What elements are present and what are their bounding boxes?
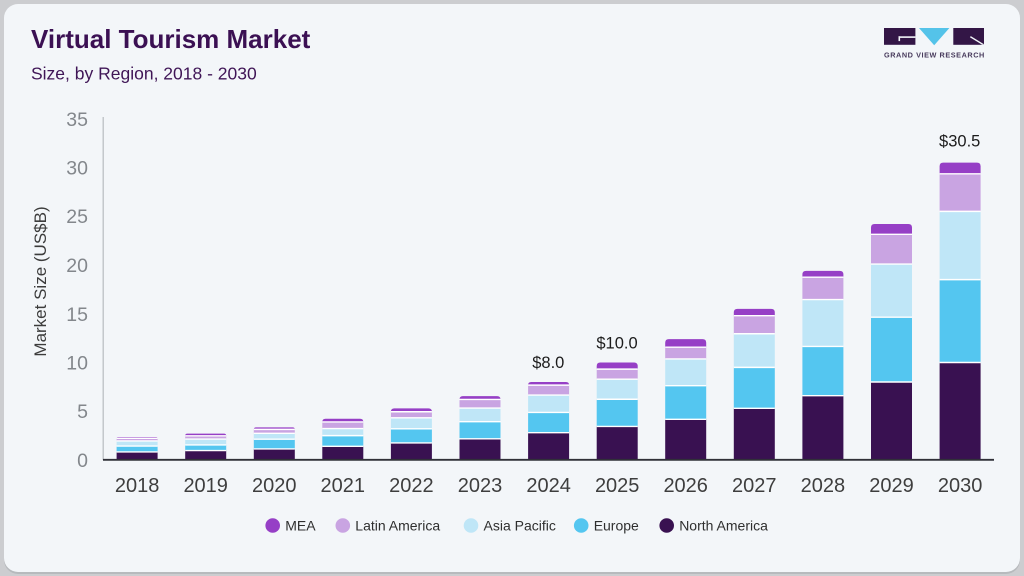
svg-text:2023: 2023 (458, 475, 503, 497)
svg-text:$10.0: $10.0 (596, 335, 637, 353)
svg-text:Europe: Europe (594, 518, 639, 534)
svg-text:2026: 2026 (663, 475, 708, 497)
svg-text:10: 10 (66, 353, 88, 375)
svg-text:35: 35 (66, 109, 88, 131)
svg-text:2028: 2028 (801, 475, 846, 497)
svg-text:$8.0: $8.0 (532, 354, 564, 372)
svg-text:MEA: MEA (285, 518, 316, 534)
svg-text:20: 20 (66, 255, 88, 277)
svg-text:Virtual Tourism Market: Virtual Tourism Market (31, 24, 311, 54)
svg-text:North America: North America (679, 518, 768, 534)
svg-text:2029: 2029 (869, 475, 914, 497)
svg-text:2018: 2018 (115, 475, 160, 497)
svg-text:15: 15 (66, 304, 88, 326)
svg-text:2019: 2019 (183, 475, 228, 497)
svg-text:5: 5 (77, 401, 88, 423)
svg-text:Size, by Region, 2018 - 2030: Size, by Region, 2018 - 2030 (31, 64, 257, 84)
svg-text:Latin America: Latin America (355, 518, 440, 534)
svg-text:2030: 2030 (938, 475, 983, 497)
svg-text:30: 30 (66, 158, 88, 180)
svg-text:25: 25 (66, 206, 88, 228)
svg-text:2024: 2024 (526, 475, 571, 497)
svg-text:2021: 2021 (321, 475, 366, 497)
svg-text:$30.5: $30.5 (939, 133, 980, 151)
svg-text:2022: 2022 (389, 475, 434, 497)
svg-text:2027: 2027 (732, 475, 777, 497)
svg-text:Asia Pacific: Asia Pacific (484, 518, 556, 534)
svg-text:Market Size (US$B): Market Size (US$B) (31, 206, 50, 356)
svg-text:GRAND VIEW RESEARCH: GRAND VIEW RESEARCH (884, 51, 985, 60)
svg-text:2025: 2025 (595, 475, 640, 497)
svg-text:2020: 2020 (252, 475, 297, 497)
svg-text:0: 0 (77, 450, 88, 472)
